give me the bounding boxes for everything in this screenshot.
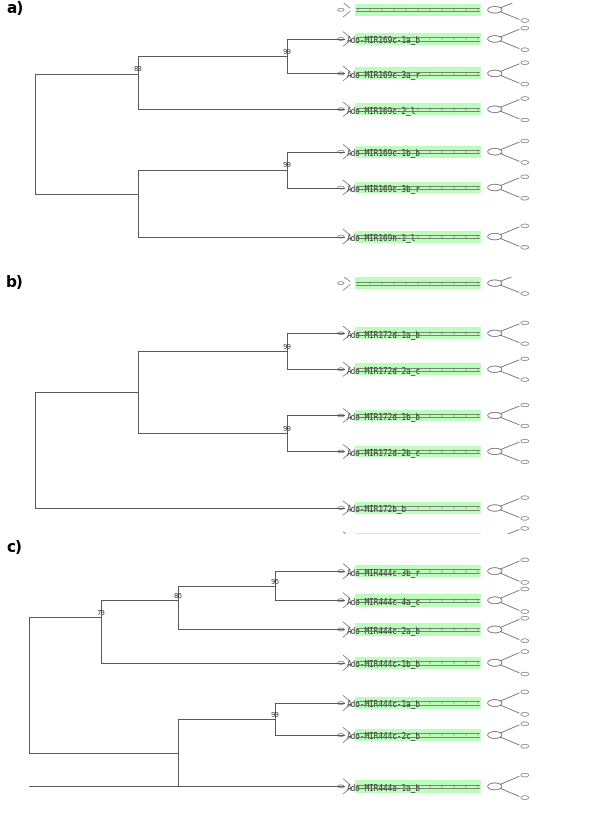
FancyBboxPatch shape	[355, 182, 480, 195]
Text: Ado-MIR444c-2c_b: Ado-MIR444c-2c_b	[347, 730, 421, 739]
Text: 99: 99	[282, 426, 291, 431]
FancyBboxPatch shape	[355, 364, 480, 376]
FancyBboxPatch shape	[355, 34, 480, 46]
Text: 96: 96	[271, 578, 280, 584]
Text: 83: 83	[134, 66, 142, 72]
Text: 86: 86	[173, 592, 182, 599]
Text: b): b)	[6, 275, 24, 290]
FancyBboxPatch shape	[355, 566, 480, 578]
Text: Ado-MIR169n-1_l: Ado-MIR169n-1_l	[347, 233, 416, 242]
Text: 99: 99	[282, 344, 291, 349]
Text: c): c)	[6, 540, 22, 555]
FancyBboxPatch shape	[355, 623, 480, 636]
Text: Ado-MIR169c-1a_b: Ado-MIR169c-1a_b	[347, 36, 421, 45]
FancyBboxPatch shape	[355, 104, 480, 116]
Text: Ado-MIR444c-3b_r: Ado-MIR444c-3b_r	[347, 567, 421, 576]
Text: Ado-MIR444c-4a_c: Ado-MIR444c-4a_c	[347, 596, 421, 605]
FancyBboxPatch shape	[355, 5, 480, 17]
Text: Ado-MIR172d-2b_c: Ado-MIR172d-2b_c	[347, 447, 421, 456]
Text: Ado-MIR169c-2_l: Ado-MIR169c-2_l	[347, 106, 416, 114]
FancyBboxPatch shape	[355, 729, 480, 741]
Text: Ado-MIR444c-1a_b: Ado-MIR444c-1a_b	[347, 699, 421, 708]
Text: Ado-MIR169c-3a_r: Ado-MIR169c-3a_r	[347, 70, 421, 79]
FancyBboxPatch shape	[355, 69, 480, 80]
Text: 99: 99	[271, 711, 280, 717]
Text: Ado-MIR172b_b: Ado-MIR172b_b	[347, 504, 406, 513]
Text: Ado-MIR444c-1b_b: Ado-MIR444c-1b_b	[347, 658, 421, 667]
FancyBboxPatch shape	[355, 595, 480, 607]
Text: a): a)	[6, 2, 23, 17]
FancyBboxPatch shape	[355, 410, 480, 421]
FancyBboxPatch shape	[355, 503, 480, 514]
FancyBboxPatch shape	[355, 780, 480, 792]
Text: Ado-MIR172d-2a_c: Ado-MIR172d-2a_c	[347, 365, 421, 374]
Text: 99: 99	[282, 49, 291, 55]
Text: Ado-MIR444c-2a_b: Ado-MIR444c-2a_b	[347, 625, 421, 634]
FancyBboxPatch shape	[355, 533, 480, 545]
FancyBboxPatch shape	[355, 278, 480, 290]
Text: Ado-MIR169c-1b_b: Ado-MIR169c-1b_b	[347, 148, 421, 157]
Text: 73: 73	[96, 609, 105, 615]
FancyBboxPatch shape	[355, 231, 480, 243]
FancyBboxPatch shape	[355, 446, 480, 458]
Text: Ado-MIR172d-1a_b: Ado-MIR172d-1a_b	[347, 330, 421, 339]
FancyBboxPatch shape	[355, 657, 480, 669]
Text: Ado-MIR172d-1b_b: Ado-MIR172d-1b_b	[347, 412, 421, 421]
Text: 99: 99	[282, 161, 291, 168]
Text: Ado-MIR169c-3b_r: Ado-MIR169c-3b_r	[347, 184, 421, 193]
FancyBboxPatch shape	[355, 697, 480, 710]
FancyBboxPatch shape	[355, 328, 480, 339]
Text: Ado-MIR444a-1a_b: Ado-MIR444a-1a_b	[347, 782, 421, 791]
FancyBboxPatch shape	[355, 147, 480, 158]
